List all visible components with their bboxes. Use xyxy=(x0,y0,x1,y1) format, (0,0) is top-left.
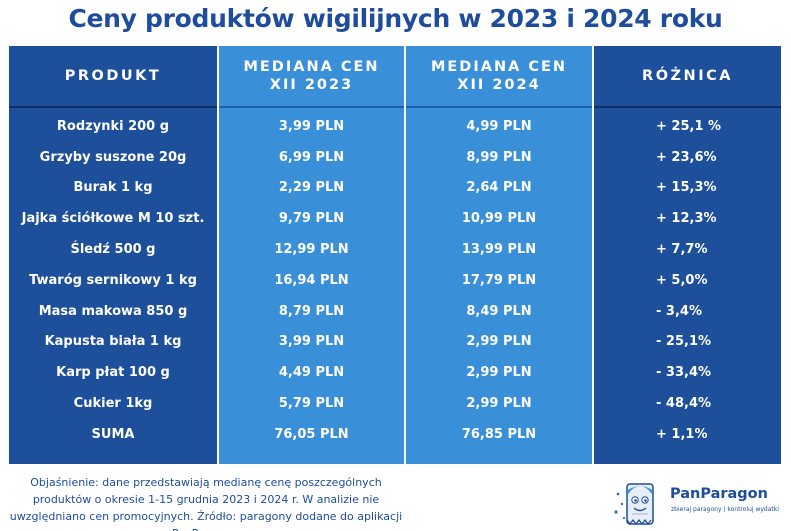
difference-cell: + 7,7% xyxy=(656,242,708,258)
price-cell: 3,99 PLN xyxy=(278,118,345,134)
difference-cell: - 25,1% xyxy=(656,334,712,350)
difference-cell: - 48,4% xyxy=(656,396,712,412)
product-name-cell: Twaróg sernikowy 1 kg xyxy=(29,272,197,288)
product-cells: Rodzynki 200 g Grzyby suszone 20g Burak 1 … xyxy=(9,108,217,450)
page-title: Ceny produktów wigilijnych w 2023 i 2024… xyxy=(68,4,723,33)
column-2024: MEDIANA CEN XII 2024 4,99 PLN 8,99 PLN 2,6… xyxy=(406,46,592,464)
header-divider xyxy=(594,106,781,108)
product-name-cell: Cukier 1kg xyxy=(73,396,153,412)
product-name-cell: SUMA xyxy=(91,426,135,442)
product-name-cell: Karp płat 100 g xyxy=(56,365,170,381)
price-cell: 13,99 PLN xyxy=(461,242,537,258)
logo-name: PanParagon xyxy=(670,486,768,502)
price-cell: 6,99 PLN xyxy=(278,149,345,165)
price-cell: 10,99 PLN xyxy=(461,211,537,227)
product-name-cell: Burak 1 kg xyxy=(73,180,153,196)
price-cell: 4,99 PLN xyxy=(466,118,532,134)
header-divider xyxy=(9,106,217,108)
price-2023-cells: 3,99 PLN 6,99 PLN 2,29 PLN 9,79 PLN 12,99 PL… xyxy=(219,108,404,450)
product-name-cell: Masa makowa 850 g xyxy=(38,303,188,319)
footnote: Objaśnienie: dane przedstawiają medianę … xyxy=(9,476,403,531)
column-header-product: PRODUKT xyxy=(64,68,162,84)
product-name-cell: Rodzynki 200 g xyxy=(56,118,170,134)
product-name-cell: Śledź 500 g xyxy=(70,242,156,258)
difference-cell: + 15,3% xyxy=(656,180,717,196)
product-name-cell: Kapusta biała 1 kg xyxy=(44,334,182,350)
price-cell: 2,99 PLN xyxy=(466,334,532,350)
header-divider xyxy=(406,106,592,108)
difference-cell: + 23,6% xyxy=(656,149,717,165)
column-difference: RÓŻNICA + 25,1 % + 23,6% + 15,3% + 12,3% + 7… xyxy=(594,46,781,464)
price-cell: 76,05 PLN xyxy=(274,426,349,442)
price-cell: 2,99 PLN xyxy=(466,365,532,381)
difference-cell: + 1,1% xyxy=(656,426,708,442)
difference-cell: + 25,1 % xyxy=(656,118,722,134)
logo-tagline: zbieraj paragony | kontroluj wydatki xyxy=(671,506,779,513)
column-product: PRODUKT Rodzynki 200 g Grzyby suszone 20g… xyxy=(9,46,217,464)
product-name-cell: Grzyby suszone 20g xyxy=(39,149,187,165)
column-header-2023: MEDIANA CEN XII 2023 xyxy=(243,59,380,93)
price-cell: 12,99 PLN xyxy=(274,242,349,258)
difference-cell: + 5,0% xyxy=(656,272,708,288)
difference-cell: + 12,3% xyxy=(656,211,717,227)
price-cell: 8,79 PLN xyxy=(278,303,345,319)
panparagon-mascot-icon xyxy=(614,483,654,525)
panparagon-logo: PanParagon zbieraj paragony | kontroluj … xyxy=(612,476,782,526)
difference-cell: - 3,4% xyxy=(656,303,702,319)
price-cell: 2,64 PLN xyxy=(466,180,532,196)
difference-cells: + 25,1 % + 23,6% + 15,3% + 12,3% + 7,7% + 5,0… xyxy=(594,108,781,450)
price-cell: 5,79 PLN xyxy=(278,396,345,412)
price-cell: 8,49 PLN xyxy=(466,303,532,319)
price-cell: 17,79 PLN xyxy=(461,272,537,288)
header-divider xyxy=(219,106,404,108)
column-header-difference: RÓŻNICA xyxy=(642,68,733,84)
product-name-cell: Jajka ściółkowe M 10 szt. xyxy=(21,211,205,227)
price-cell: 76,85 PLN xyxy=(461,426,537,442)
column-header-2024: MEDIANA CEN XII 2024 xyxy=(430,59,568,93)
price-2024-cells: 4,99 PLN 8,99 PLN 2,64 PLN 10,99 PLN 13,99 P… xyxy=(406,108,592,450)
difference-cell: - 33,4% xyxy=(656,365,712,381)
price-cell: 4,49 PLN xyxy=(278,365,345,381)
column-2023: MEDIANA CEN XII 2023 3,99 PLN 6,99 PLN 2,2… xyxy=(219,46,404,464)
price-cell: 2,99 PLN xyxy=(466,396,532,412)
price-cell: 3,99 PLN xyxy=(278,334,345,350)
price-cell: 2,29 PLN xyxy=(278,180,345,196)
price-cell: 16,94 PLN xyxy=(274,272,349,288)
price-cell: 8,99 PLN xyxy=(466,149,532,165)
price-cell: 9,79 PLN xyxy=(278,211,345,227)
